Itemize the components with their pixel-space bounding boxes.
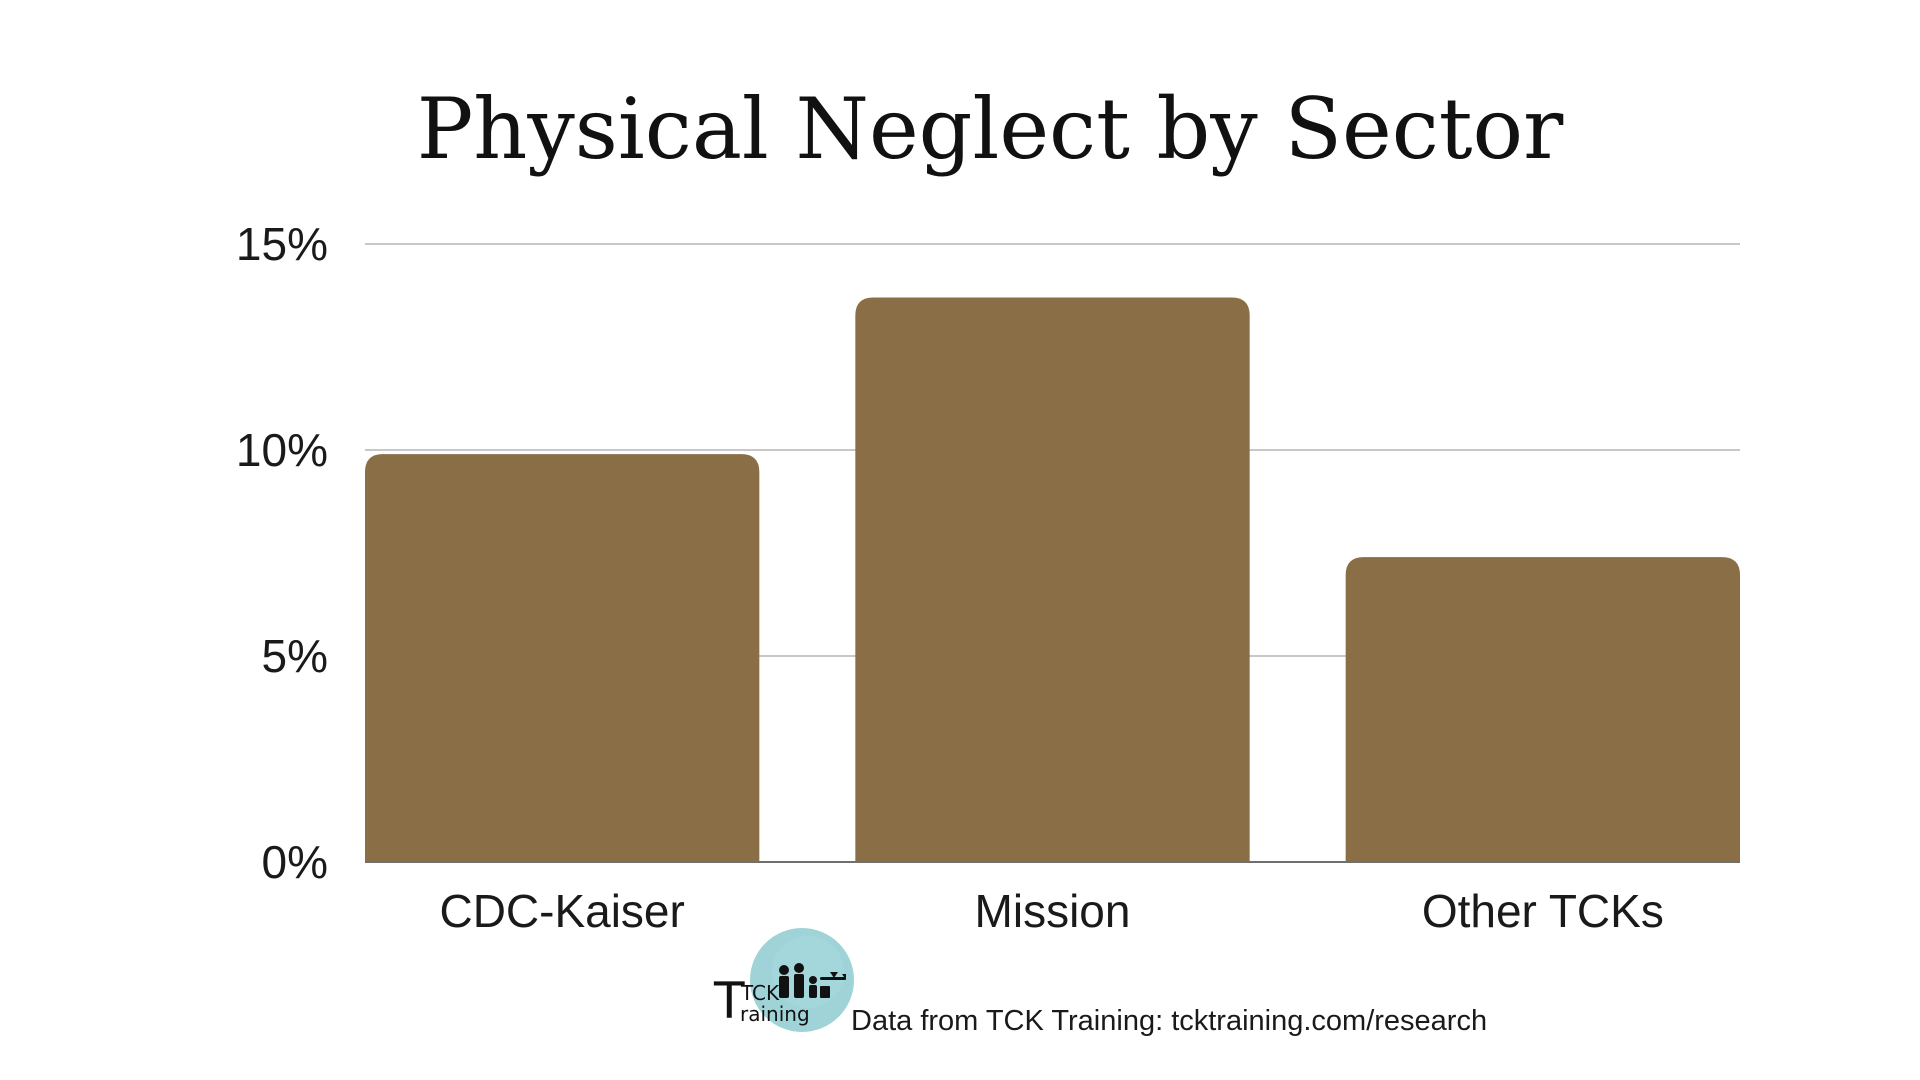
logo-training-text: raining bbox=[740, 1002, 810, 1026]
y-tick-label: 0% bbox=[262, 836, 328, 888]
data-source-note: Data from TCK Training: tcktraining.com/… bbox=[851, 1005, 1487, 1037]
y-tick-label: 5% bbox=[262, 630, 328, 682]
bar-other-tcks bbox=[1345, 557, 1740, 862]
tck-training-logo: T TCK raining bbox=[713, 928, 854, 1032]
y-axis-ticks: 0% 5% 10% 15% bbox=[236, 218, 328, 888]
airplane-icon bbox=[820, 972, 846, 980]
logo-tck-text: TCK bbox=[740, 981, 780, 1005]
bar-mission bbox=[855, 297, 1250, 862]
x-category-label: Mission bbox=[975, 885, 1131, 937]
bars bbox=[365, 297, 1740, 862]
y-tick-label: 15% bbox=[236, 218, 328, 270]
x-category-label: Other TCKs bbox=[1422, 885, 1664, 937]
chart-title: Physical Neglect by Sector bbox=[417, 80, 1564, 178]
y-tick-label: 10% bbox=[236, 424, 328, 476]
x-axis-categories: CDC-Kaiser Mission Other TCKs bbox=[439, 885, 1663, 937]
bar-cdc-kaiser bbox=[365, 454, 760, 862]
x-category-label: CDC-Kaiser bbox=[439, 885, 684, 937]
family-icon bbox=[779, 963, 830, 998]
logo-t-letter: T bbox=[713, 972, 745, 1030]
